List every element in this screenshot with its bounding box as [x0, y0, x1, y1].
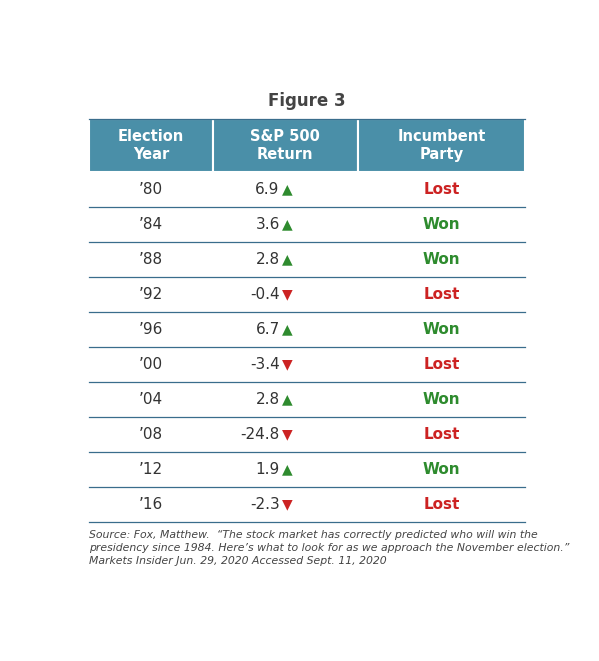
Text: -0.4: -0.4	[250, 287, 280, 302]
Text: ’00: ’00	[139, 357, 163, 372]
Text: -2.3: -2.3	[250, 497, 280, 512]
Text: S&P 500
Return: S&P 500 Return	[250, 129, 320, 163]
Text: Election
Year: Election Year	[117, 129, 184, 163]
Text: ▼: ▼	[282, 288, 292, 301]
FancyBboxPatch shape	[89, 417, 525, 452]
Text: ’04: ’04	[139, 392, 163, 407]
FancyBboxPatch shape	[358, 120, 525, 172]
Text: ▲: ▲	[282, 217, 292, 231]
Text: 6.7: 6.7	[255, 322, 280, 337]
FancyBboxPatch shape	[89, 120, 213, 172]
FancyBboxPatch shape	[89, 172, 525, 207]
Text: Won: Won	[423, 252, 460, 267]
Text: Figure 3: Figure 3	[268, 92, 346, 110]
Text: ▼: ▼	[282, 428, 292, 442]
Text: ’80: ’80	[139, 182, 163, 197]
Text: 3.6: 3.6	[255, 217, 280, 232]
Text: ’92: ’92	[139, 287, 163, 302]
FancyBboxPatch shape	[213, 120, 358, 172]
FancyBboxPatch shape	[89, 242, 525, 277]
Text: ▲: ▲	[282, 463, 292, 477]
Text: Won: Won	[423, 462, 460, 477]
Text: ’16: ’16	[139, 497, 163, 512]
Text: ’08: ’08	[139, 427, 163, 442]
FancyBboxPatch shape	[89, 452, 525, 487]
Text: ’88: ’88	[139, 252, 163, 267]
Text: ▲: ▲	[282, 253, 292, 266]
Text: ▲: ▲	[282, 393, 292, 407]
Text: Lost: Lost	[423, 182, 459, 197]
Text: Won: Won	[423, 217, 460, 232]
Text: ▼: ▼	[282, 498, 292, 512]
Text: Lost: Lost	[423, 357, 459, 372]
Text: 2.8: 2.8	[256, 252, 280, 267]
Text: Won: Won	[423, 322, 460, 337]
FancyBboxPatch shape	[89, 347, 525, 382]
FancyBboxPatch shape	[89, 207, 525, 242]
Text: ’12: ’12	[139, 462, 163, 477]
Text: -3.4: -3.4	[250, 357, 280, 372]
Text: Incumbent
Party: Incumbent Party	[397, 129, 486, 163]
Text: Won: Won	[423, 392, 460, 407]
Text: 2.8: 2.8	[256, 392, 280, 407]
Text: ’96: ’96	[138, 322, 163, 337]
Text: ▼: ▼	[282, 358, 292, 371]
Text: Source: Fox, Matthew.  “The stock market has correctly predicted who will win th: Source: Fox, Matthew. “The stock market …	[89, 529, 569, 566]
Text: Lost: Lost	[423, 497, 459, 512]
Text: -24.8: -24.8	[240, 427, 280, 442]
Text: 1.9: 1.9	[255, 462, 280, 477]
Text: Lost: Lost	[423, 287, 459, 302]
Text: ▲: ▲	[282, 182, 292, 196]
FancyBboxPatch shape	[89, 277, 525, 312]
FancyBboxPatch shape	[89, 382, 525, 417]
FancyBboxPatch shape	[89, 312, 525, 347]
Text: Lost: Lost	[423, 427, 459, 442]
Text: ’84: ’84	[139, 217, 163, 232]
Text: ▲: ▲	[282, 323, 292, 336]
Text: 6.9: 6.9	[255, 182, 280, 197]
FancyBboxPatch shape	[89, 487, 525, 522]
